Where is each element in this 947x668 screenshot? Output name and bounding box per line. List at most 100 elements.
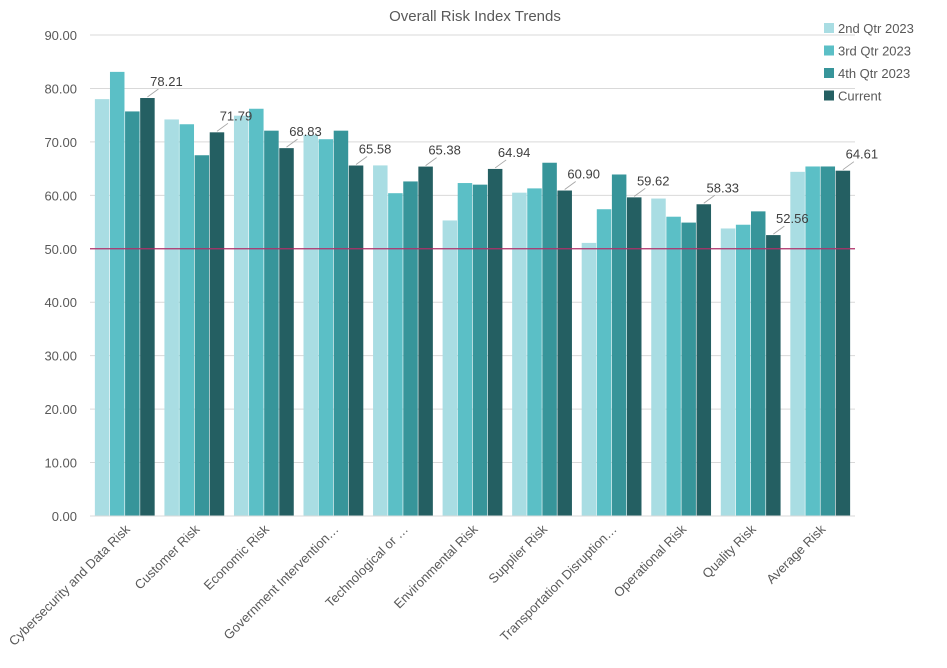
data-label: 64.94 <box>498 145 531 160</box>
y-tick-label: 20.00 <box>44 402 77 417</box>
leader-line <box>842 161 855 171</box>
y-tick-label: 30.00 <box>44 349 77 364</box>
legend-swatch <box>824 23 834 33</box>
data-label: 68.83 <box>289 124 322 139</box>
bar <box>681 222 696 516</box>
y-tick-label: 40.00 <box>44 295 77 310</box>
bar <box>233 115 249 516</box>
y-tick-label: 60.00 <box>44 188 77 203</box>
x-tick-label: Operational Risk <box>611 521 690 600</box>
x-tick-label: Average Risk <box>763 521 828 586</box>
legend-label: 2nd Qtr 2023 <box>838 21 914 36</box>
x-tick-label: Customer Risk <box>132 521 203 592</box>
bar <box>209 132 225 516</box>
bar <box>303 134 319 517</box>
bar <box>696 204 712 517</box>
y-tick-label: 10.00 <box>44 456 77 471</box>
bar <box>487 168 503 517</box>
legend-swatch <box>824 45 834 56</box>
bar <box>611 174 627 517</box>
x-tick-label: Economic Risk <box>201 521 273 593</box>
bar <box>318 139 334 516</box>
leader-line <box>703 194 716 204</box>
x-tick-label: Transportation Disruption… <box>497 522 620 645</box>
bar <box>125 111 140 517</box>
y-tick-label: 0.00 <box>52 509 77 524</box>
data-label: 52.56 <box>776 211 809 226</box>
bar <box>820 166 836 516</box>
bars <box>94 71 851 517</box>
x-tick-label: Government Intervention… <box>221 522 342 643</box>
bar <box>666 216 681 516</box>
data-label: 65.38 <box>428 143 461 158</box>
bar <box>472 184 488 516</box>
bar <box>442 220 458 517</box>
data-label: 71.79 <box>220 108 253 123</box>
leader-line <box>355 156 368 165</box>
legend-label: 4th Qtr 2023 <box>838 66 910 81</box>
bar <box>333 130 349 516</box>
leader-line <box>633 188 646 197</box>
bar <box>651 198 666 517</box>
bar <box>542 162 557 516</box>
x-tick-label: Supplier Risk <box>485 521 550 586</box>
data-label: 60.90 <box>567 167 600 182</box>
x-tick-label: Quality Risk <box>699 521 759 581</box>
bar <box>264 130 279 516</box>
chart-title: Overall Risk Index Trends <box>389 8 561 25</box>
data-label: 78.21 <box>150 74 183 89</box>
bar <box>388 193 403 516</box>
y-tick-label: 70.00 <box>44 135 77 150</box>
leader-line <box>773 225 785 235</box>
legend-label: 3rd Qtr 2023 <box>838 44 911 59</box>
legend-swatch <box>824 68 834 78</box>
y-tick-label: 50.00 <box>44 242 77 257</box>
bar <box>626 197 642 516</box>
bar <box>720 228 736 517</box>
leader-line <box>147 88 159 98</box>
x-tick-label: Cybersecurity and Data Risk <box>6 521 133 648</box>
y-axis: 0.00 10.00 20.00 30.00 40.00 50.00 60.00 70.00 8… <box>44 28 77 524</box>
legend-swatch <box>824 90 834 101</box>
bar <box>557 190 572 517</box>
leader-line <box>564 181 576 190</box>
bar <box>109 71 125 517</box>
bar <box>249 108 264 517</box>
data-label: 64.61 <box>846 147 879 162</box>
leader-line <box>286 138 298 148</box>
bar <box>348 165 364 516</box>
bar <box>735 224 751 516</box>
bar <box>179 124 195 516</box>
bar <box>457 183 473 516</box>
data-labels: 78.21 71.79 68.83 65.58 65.38 64.94 60.90 59.62… <box>147 74 879 235</box>
bar <box>527 188 542 516</box>
data-label: 58.33 <box>707 180 740 195</box>
bar <box>418 166 433 517</box>
y-tick-label: 90.00 <box>44 28 77 43</box>
bar <box>512 192 527 516</box>
bar <box>403 181 418 516</box>
bar <box>790 171 805 516</box>
bar <box>835 170 851 517</box>
leader-line <box>425 157 437 166</box>
bar <box>766 235 781 516</box>
data-label: 65.58 <box>359 142 392 157</box>
bar <box>373 165 388 516</box>
bar <box>750 211 766 516</box>
data-label: 59.62 <box>637 173 670 188</box>
bar <box>581 242 597 516</box>
legend: 2nd Qtr 2023 3rd Qtr 2023 4th Qtr 2023 Curr… <box>824 21 914 104</box>
bar <box>194 155 210 516</box>
bar <box>596 209 612 516</box>
bar <box>164 119 179 516</box>
leader-line <box>216 122 229 132</box>
bar <box>805 166 820 516</box>
y-tick-label: 80.00 <box>44 81 77 96</box>
bar <box>94 99 110 516</box>
legend-label: Current <box>838 89 882 104</box>
bar <box>140 98 155 517</box>
leader-line <box>494 159 507 169</box>
